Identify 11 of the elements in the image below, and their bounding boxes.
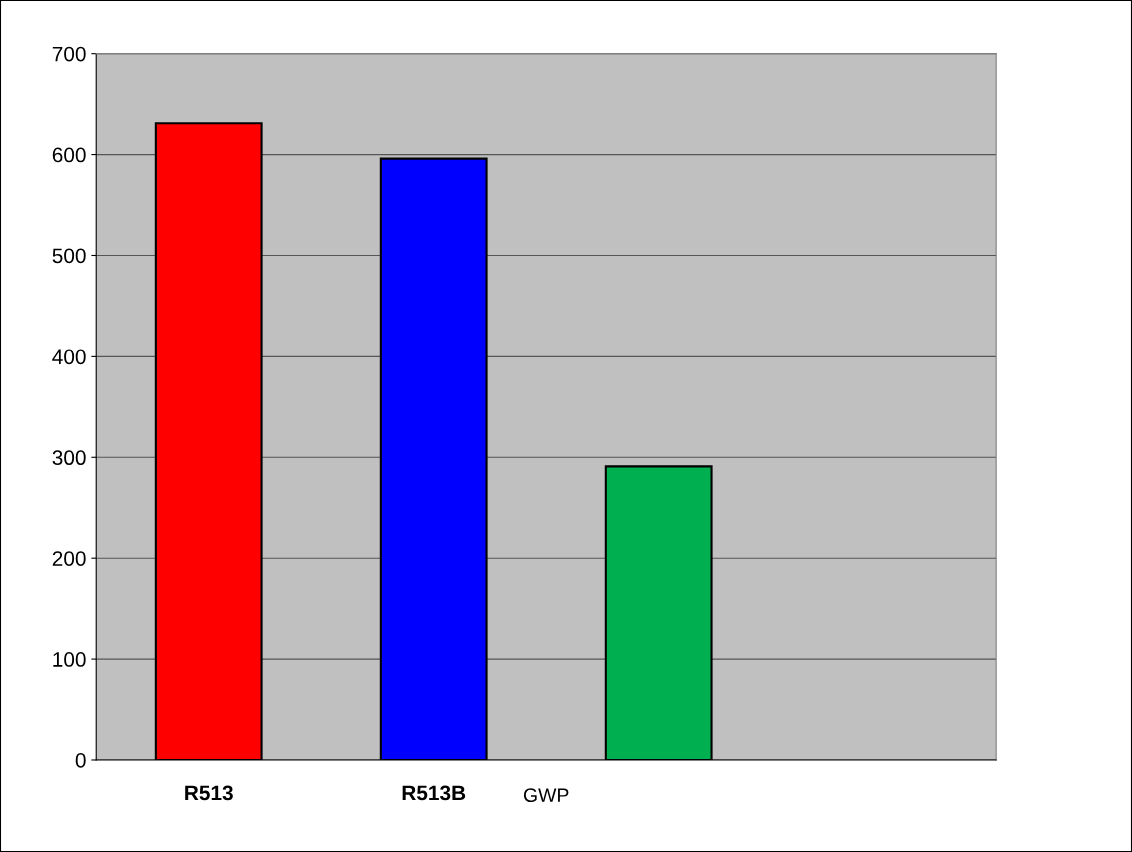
y-tick-label: 500 [52,248,86,264]
x-axis-title: GWP [523,788,569,803]
y-tick-label: 100 [53,652,86,667]
x-tick-label: R513 [185,785,233,801]
y-tick-label: 0 [75,752,86,768]
y-tick-label: 300 [52,450,86,466]
x-tick-label: R513B [402,785,466,801]
y-tick-label: 200 [52,551,86,566]
y-tick-label: 700 [52,46,86,62]
y-tick-label: 400 [52,349,86,365]
y-tick-label: 600 [52,147,86,163]
